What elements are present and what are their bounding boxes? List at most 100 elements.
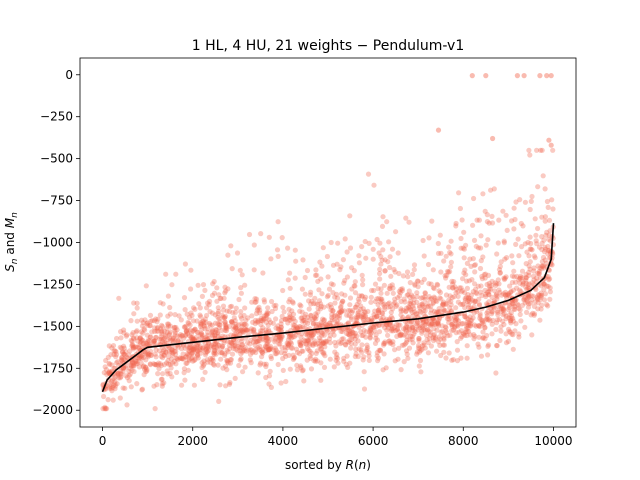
scatter-point (441, 302, 447, 308)
scatter-point (216, 292, 222, 298)
scatter-point (421, 253, 427, 259)
scatter-point (131, 336, 137, 342)
scatter-point (434, 309, 440, 315)
scatter-point (424, 327, 430, 333)
scatter-point (480, 335, 486, 341)
x-axis-label: sorted by R(n) (285, 458, 371, 472)
scatter-point (139, 317, 145, 323)
scatter-point (216, 322, 222, 328)
scatter-point (119, 355, 125, 361)
scatter-point (535, 306, 541, 312)
scatter-point (155, 360, 162, 366)
scatter-point (326, 336, 333, 342)
scatter-point (464, 321, 470, 327)
scatter-point (269, 298, 275, 305)
scatter-point (332, 300, 338, 306)
scatter-point (127, 366, 133, 372)
scatter-point (396, 288, 402, 295)
scatter-point (523, 297, 530, 303)
scatter-point (106, 385, 113, 391)
scatter-point (288, 341, 294, 347)
scatter-point (312, 338, 318, 344)
scatter-point (151, 338, 157, 344)
scatter-point (431, 308, 438, 314)
scatter-point (144, 368, 150, 374)
scatter-point (410, 303, 416, 309)
scatter-point (379, 296, 385, 302)
scatter-point (512, 298, 518, 304)
scatter-point (286, 317, 292, 323)
scatter-point (181, 356, 187, 362)
scatter-point (464, 355, 470, 361)
scatter-point (245, 340, 251, 346)
scatter-point (404, 333, 410, 339)
scatter-point (275, 253, 281, 259)
scatter-point (105, 354, 111, 360)
scatter-point (283, 378, 289, 385)
scatter-point (172, 351, 179, 357)
scatter-point (486, 342, 492, 348)
scatter-point (279, 345, 285, 351)
scatter-point (238, 356, 244, 362)
scatter-point (500, 312, 506, 318)
scatter-point (265, 347, 271, 353)
scatter-point (356, 293, 362, 299)
scatter-point (145, 322, 151, 328)
scatter-point (270, 320, 276, 326)
scatter-point (228, 357, 234, 363)
scatter-point (291, 355, 297, 361)
scatter-point (258, 360, 264, 366)
scatter-point (499, 292, 505, 298)
scatter-point (421, 311, 427, 317)
scatter-point (312, 301, 319, 307)
scatter-point (512, 279, 519, 285)
scatter-point (260, 270, 266, 276)
scatter-point (285, 337, 291, 343)
scatter-point (263, 343, 269, 349)
scatter-point (226, 308, 232, 314)
scatter-point (358, 347, 364, 353)
scatter-point (503, 316, 509, 322)
scatter-point (417, 345, 423, 352)
scatter-point (544, 301, 550, 308)
scatter-point (494, 293, 500, 300)
scatter-point (487, 283, 493, 289)
scatter-point (355, 312, 361, 318)
scatter-point (448, 251, 454, 257)
scatter-point (386, 285, 392, 291)
scatter-point (471, 322, 478, 328)
scatter-point (228, 243, 234, 249)
scatter-point (541, 281, 547, 287)
scatter-point (110, 343, 117, 349)
scatter-point (308, 313, 314, 319)
scatter-point (364, 346, 370, 352)
y-tick-label: −1750 (32, 361, 73, 375)
scatter-point (143, 340, 149, 347)
scatter-point (248, 328, 254, 334)
scatter-point (390, 285, 396, 291)
scatter-point (495, 303, 502, 310)
scatter-point (423, 319, 429, 325)
scatter-point (263, 315, 269, 321)
scatter-point (261, 361, 267, 367)
scatter-point (169, 374, 175, 380)
scatter-point (501, 238, 507, 244)
scatter-point (178, 355, 184, 361)
scatter-point (441, 308, 447, 314)
scatter-point (164, 329, 170, 335)
scatter-point (453, 315, 459, 322)
scatter-point (518, 288, 524, 295)
scatter-point (441, 332, 447, 338)
scatter-point (313, 321, 319, 327)
scatter-point (500, 208, 506, 214)
scatter-point (252, 299, 258, 305)
scatter-point (315, 329, 321, 335)
scatter-point (140, 340, 147, 347)
scatter-point (126, 368, 132, 374)
scatter-point (359, 349, 365, 355)
scatter-point (501, 307, 507, 313)
scatter-point (264, 312, 270, 318)
scatter-point (328, 307, 334, 313)
scatter-point (265, 343, 271, 349)
scatter-point (147, 362, 154, 368)
